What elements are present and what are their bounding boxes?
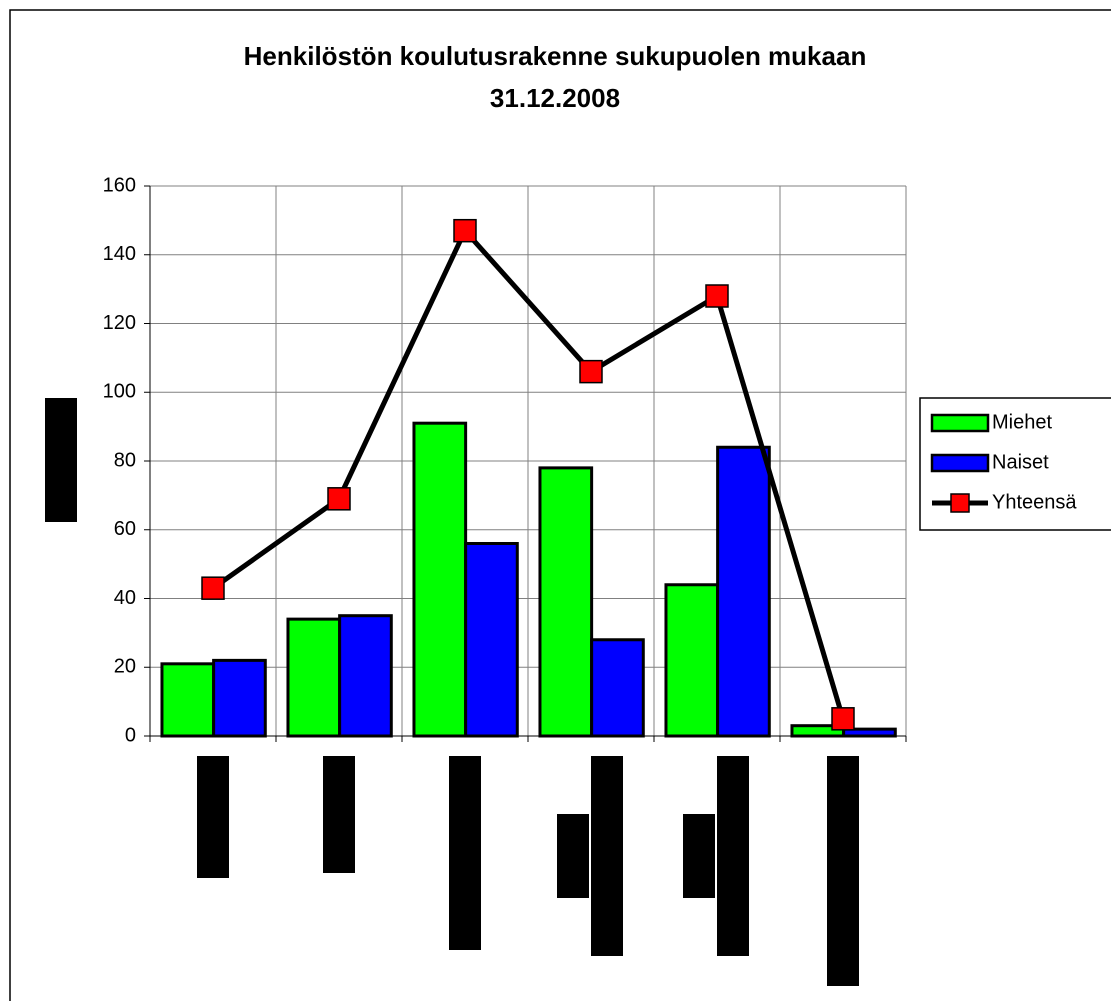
marker (579, 359, 603, 384)
y-tick-label: 140 (103, 243, 136, 265)
bar (664, 583, 720, 738)
marker (831, 707, 855, 731)
bar (464, 542, 519, 738)
legend-label: Yhteensä (992, 491, 1077, 513)
y-tick-label: 100 (103, 381, 136, 403)
y-tick-label: 0 (125, 724, 136, 746)
redaction (557, 814, 589, 898)
chart-frame (9, 9, 1111, 1001)
y-tick-label: 20 (114, 656, 136, 678)
bar (160, 662, 216, 738)
bar (412, 421, 468, 738)
marker (453, 218, 477, 243)
y-tick-label: 120 (103, 312, 136, 334)
redaction (683, 814, 715, 898)
chart-subtitle: 31.12.2008 (490, 83, 620, 113)
legend-swatch (930, 453, 990, 473)
redaction (197, 756, 229, 878)
marker (201, 576, 225, 600)
y-tick-label: 40 (114, 587, 136, 609)
bar (842, 727, 897, 738)
redaction (449, 756, 481, 950)
y-tick-label: 60 (114, 518, 136, 540)
redaction (717, 756, 749, 956)
redactions (45, 398, 859, 986)
legend-label: Miehet (992, 411, 1052, 433)
bar (338, 614, 393, 738)
y-tick-label: 80 (114, 449, 136, 471)
bar (538, 466, 594, 738)
legend-label: Naiset (992, 451, 1049, 473)
bar (286, 617, 342, 738)
y-tick-label: 160 (103, 174, 136, 196)
marker (705, 284, 729, 308)
bar (716, 445, 771, 738)
redaction (591, 756, 623, 956)
bar (590, 638, 645, 738)
bar (212, 658, 267, 738)
marker (327, 487, 351, 511)
legend-marker (950, 493, 970, 513)
legend-swatch (930, 413, 990, 433)
redaction (827, 756, 859, 986)
redaction (323, 756, 355, 873)
line (211, 226, 846, 720)
chart-title: Henkilöstön koulutusrakenne sukupuolen m… (244, 41, 867, 71)
redaction (45, 398, 77, 522)
